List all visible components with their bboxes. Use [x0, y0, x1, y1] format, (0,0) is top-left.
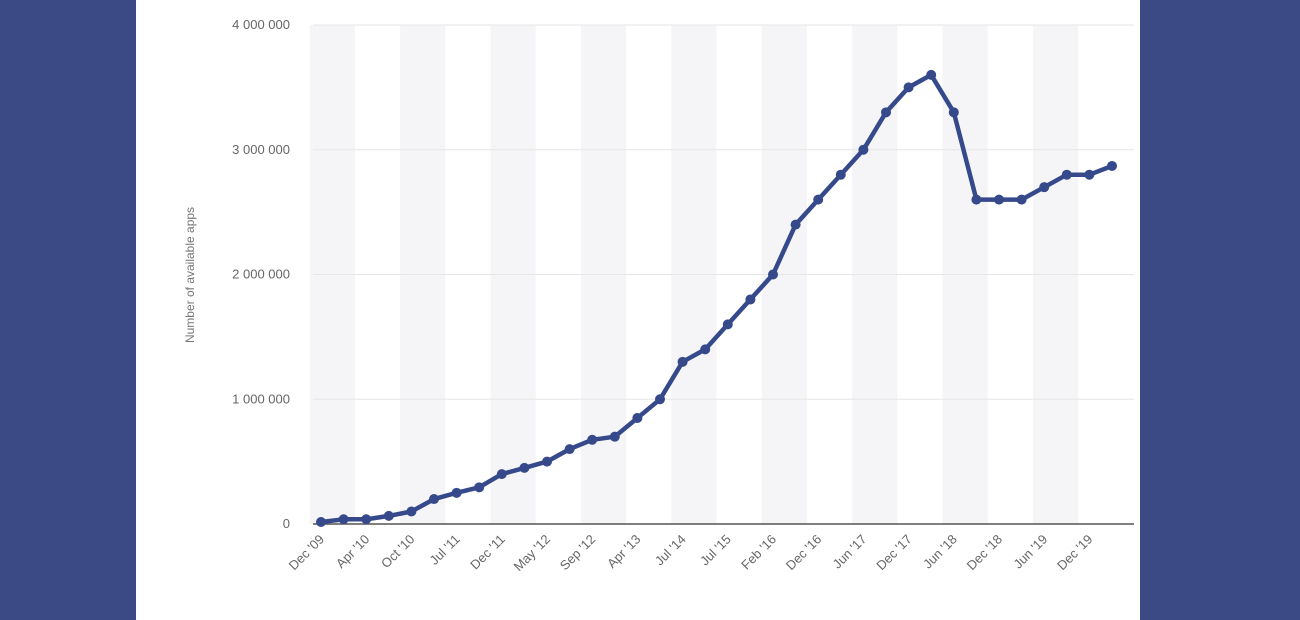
data-point	[587, 434, 598, 445]
data-point	[361, 514, 372, 525]
data-point	[768, 269, 778, 280]
data-point	[383, 510, 394, 521]
data-point	[971, 194, 982, 205]
data-point	[519, 462, 530, 473]
data-point	[903, 82, 914, 93]
data-point	[1061, 169, 1072, 180]
x-tick-label: Jul '15	[697, 532, 734, 569]
data-point	[474, 482, 485, 493]
data-point	[835, 169, 846, 180]
x-tick-label: Jun '17	[830, 532, 870, 572]
data-point	[1107, 160, 1117, 171]
data-point	[316, 517, 326, 528]
x-tick-label: Oct '10	[378, 532, 417, 571]
data-point	[948, 107, 959, 118]
data-point	[700, 344, 711, 355]
data-point	[1084, 169, 1095, 180]
data-point	[429, 494, 439, 505]
data-point	[406, 506, 417, 517]
data-points	[316, 69, 1117, 528]
x-tick-label: Dec '09	[286, 532, 327, 573]
x-tick-label: Jun '18	[920, 532, 960, 572]
data-point	[451, 487, 462, 498]
x-tick-label: Dec '19	[1054, 532, 1095, 573]
chart-panel: 0 1 000 000 2 000 000 3 000 000 4 000 000 De…	[136, 0, 1140, 620]
line-chart: 0 1 000 000 2 000 000 3 000 000 4 000 000 De…	[183, 17, 1134, 575]
data-point	[790, 219, 801, 230]
x-tick-label: Jun '19	[1010, 532, 1050, 572]
x-tick-label: Dec '11	[467, 532, 508, 573]
x-tick-label: Jul '14	[652, 532, 689, 569]
data-point	[926, 69, 937, 80]
y-tick-label: 1 000 000	[232, 391, 290, 406]
y-tick-label: 0	[283, 516, 290, 531]
x-tick-label: Jul '11	[427, 532, 463, 568]
x-axis-ticks: Dec '09 Apr '10 Oct '10 Jul '11 Dec '11 May '…	[286, 532, 1096, 575]
data-point	[722, 319, 733, 330]
data-point	[632, 412, 643, 423]
data-point	[1039, 182, 1050, 193]
y-tick-label: 3 000 000	[232, 142, 290, 157]
data-point	[813, 194, 824, 205]
data-point	[609, 431, 620, 442]
x-tick-label: Apr '10	[333, 532, 372, 571]
data-point	[564, 444, 575, 455]
data-point	[677, 356, 688, 367]
data-point	[655, 394, 665, 405]
y-tick-label: 2 000 000	[232, 267, 290, 282]
grid-lines	[313, 24, 1134, 400]
x-tick-label: Dec '16	[783, 532, 824, 573]
y-axis-label: Number of available apps	[183, 207, 197, 343]
y-axis-ticks: 0 1 000 000 2 000 000 3 000 000 4 000 000	[232, 17, 290, 531]
data-point	[994, 194, 1004, 205]
x-tick-label: Feb '16	[738, 532, 779, 573]
data-point	[1016, 194, 1027, 205]
data-point	[542, 456, 552, 467]
x-tick-label: May '12	[511, 532, 554, 575]
data-point	[881, 107, 891, 118]
data-point	[858, 144, 869, 155]
data-point	[338, 514, 349, 525]
y-tick-label: 4 000 000	[232, 17, 290, 32]
x-tick-label: Dec '17	[873, 532, 914, 573]
x-tick-label: Dec '18	[964, 532, 1005, 573]
data-point	[745, 294, 756, 305]
x-tick-label: Apr '13	[604, 532, 643, 571]
data-point	[496, 469, 507, 480]
x-tick-label: Sep '12	[557, 532, 598, 573]
